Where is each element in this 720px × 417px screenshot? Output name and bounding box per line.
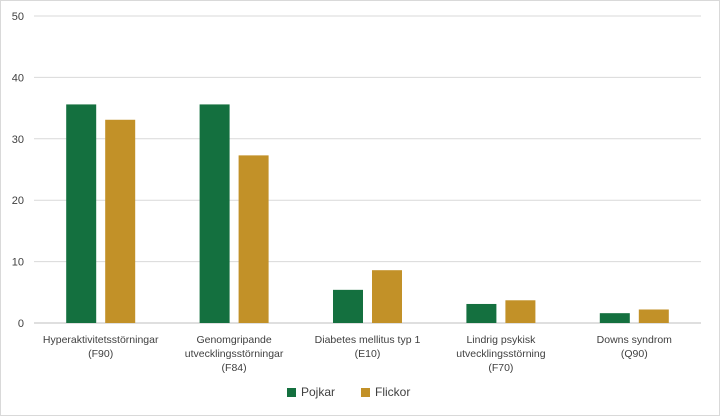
x-category-label: Genomgripande xyxy=(196,334,271,346)
x-category-label: utvecklingsstörning xyxy=(456,348,545,360)
legend-swatch-flickor xyxy=(361,388,370,397)
legend-label: Flickor xyxy=(375,385,410,399)
x-category-label: Diabetes mellitus typ 1 xyxy=(315,334,421,346)
bar-flickor xyxy=(638,309,669,323)
bar-flickor xyxy=(505,300,536,323)
bar-pojkar xyxy=(599,313,630,323)
y-tick-label: 30 xyxy=(12,134,24,146)
x-category-label: Hyperaktivitetsstörningar xyxy=(43,334,159,346)
x-category-label: (F70) xyxy=(488,362,513,374)
bar-flickor xyxy=(372,270,402,323)
x-category-label: (F90) xyxy=(88,348,113,360)
bar-pojkar xyxy=(199,104,230,323)
y-tick-label: 50 xyxy=(12,11,24,23)
bar-flickor xyxy=(105,119,136,324)
x-category-label: Downs syndrom xyxy=(597,334,673,346)
x-category-label: Lindrig psykisk xyxy=(466,334,536,346)
bar-pojkar xyxy=(66,104,97,323)
bar-pojkar xyxy=(466,303,497,323)
bar-pojkar xyxy=(333,289,363,323)
x-category-label: (E10) xyxy=(355,348,381,360)
y-tick-label: 0 xyxy=(18,318,24,330)
y-tick-label: 20 xyxy=(12,195,24,207)
x-category-label: (F84) xyxy=(222,362,247,374)
y-tick-label: 40 xyxy=(12,72,24,84)
legend-swatch-pojkar xyxy=(287,388,296,397)
legend-label: Pojkar xyxy=(301,385,335,399)
y-tick-label: 10 xyxy=(12,257,24,269)
bar-flickor xyxy=(238,155,269,323)
x-category-label: (Q90) xyxy=(621,348,648,360)
x-category-label: utvecklingsstörningar xyxy=(185,348,284,360)
